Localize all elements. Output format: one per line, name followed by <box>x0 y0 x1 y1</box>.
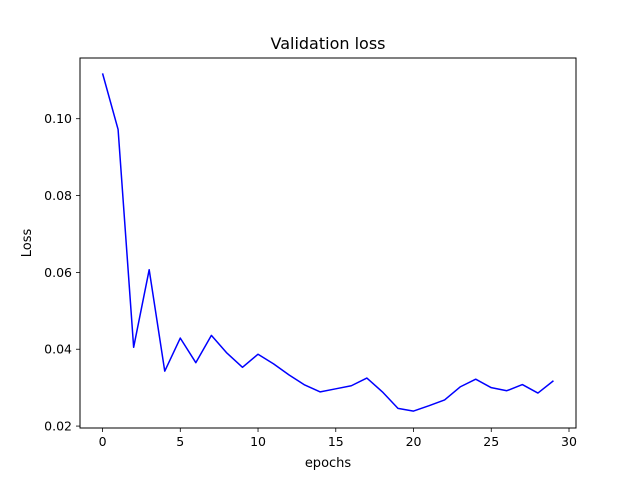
series-layer <box>101 73 554 412</box>
y-axis: 0.02 0.04 0.06 0.08 0.10 <box>44 111 80 434</box>
x-tick-label: 10 <box>250 434 266 449</box>
x-tick-label: 15 <box>328 434 344 449</box>
y-tick-label: 0.04 <box>44 342 72 357</box>
y-tick-label: 0.10 <box>44 111 72 126</box>
x-tick-label: 5 <box>176 434 184 449</box>
x-axis: 0 5 10 15 20 25 30 <box>99 428 577 449</box>
x-axis-label: epochs <box>305 456 352 471</box>
plot-area <box>79 57 577 429</box>
chart-title: Validation loss <box>271 34 386 53</box>
plot-frame <box>79 57 577 429</box>
x-tick-label: 30 <box>561 434 577 449</box>
series-line-0 <box>101 73 554 412</box>
y-axis-label: Loss <box>20 229 35 258</box>
x-tick-label: 0 <box>99 434 107 449</box>
y-tick-label: 0.08 <box>44 188 72 203</box>
y-tick-label: 0.02 <box>44 419 72 434</box>
x-tick-label: 25 <box>483 434 499 449</box>
x-tick-label: 20 <box>406 434 422 449</box>
y-tick-label: 0.06 <box>44 265 72 280</box>
